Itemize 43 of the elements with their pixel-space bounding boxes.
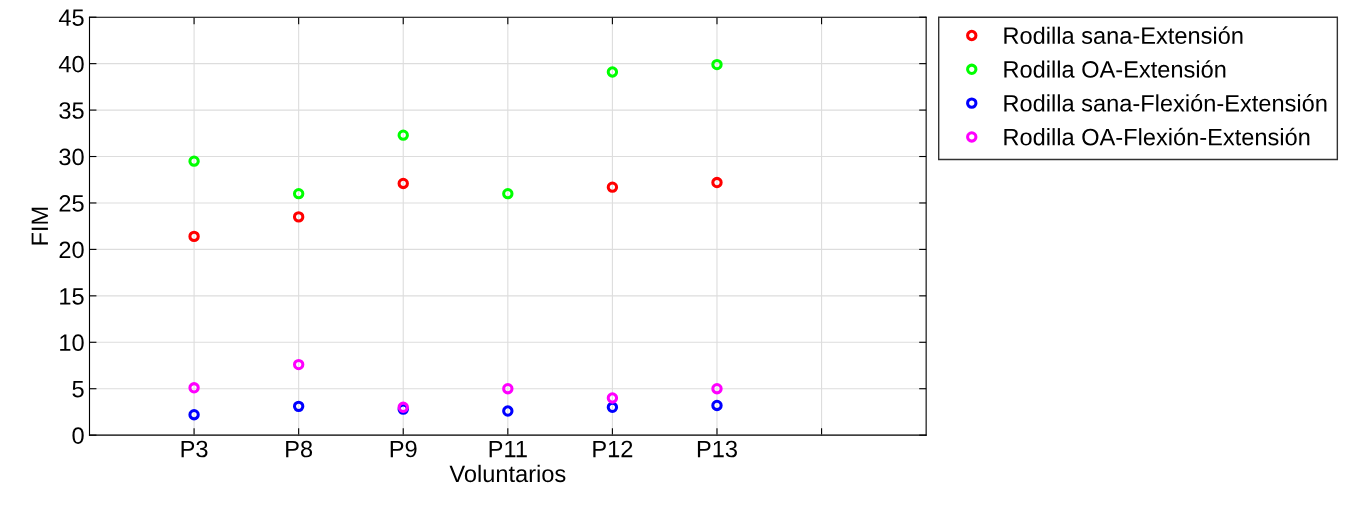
y-axis-title: FIM — [31, 207, 48, 245]
point — [292, 187, 305, 200]
point — [188, 230, 200, 243]
x-tick-label: P12 — [593, 440, 633, 458]
point — [502, 383, 514, 395]
point — [711, 176, 723, 189]
y-tick-label: 35 — [59, 102, 84, 119]
point — [606, 401, 619, 413]
y-tick-label: 10 — [60, 334, 84, 352]
legend-label: Rodilla sana-Flexión-Extensión — [1004, 94, 1327, 112]
point — [711, 383, 723, 395]
point — [188, 382, 200, 394]
legend-label: Rodilla sana-Extensión — [1004, 26, 1243, 44]
y-tick-label: 0 — [72, 427, 84, 444]
legend-label: Rodilla OA-Flexión-Extensión — [1004, 127, 1310, 146]
x-tick-label: P11 — [489, 440, 527, 458]
y-tick-label: 40 — [58, 55, 84, 73]
x-tick-label: P13 — [697, 440, 737, 458]
y-tick-label: 15 — [60, 288, 84, 305]
point — [711, 399, 723, 412]
x-tick-label: P9 — [390, 440, 417, 458]
point — [292, 211, 305, 223]
legend-label: Rodilla OA-Extensión — [1004, 60, 1226, 78]
point — [292, 358, 305, 371]
y-tick-label: 30 — [59, 148, 84, 166]
point — [502, 405, 514, 417]
y-tick-label: 25 — [59, 195, 84, 212]
point — [397, 129, 409, 141]
point — [502, 187, 514, 200]
point — [606, 66, 619, 78]
point — [711, 58, 723, 71]
y-tick-label: 45 — [58, 9, 84, 26]
point — [606, 181, 619, 193]
point — [292, 400, 305, 413]
x-tick-label: P3 — [181, 440, 208, 458]
point — [188, 409, 200, 421]
point — [397, 177, 409, 190]
point — [606, 392, 619, 404]
point — [188, 155, 200, 167]
x-axis-title: Voluntarios — [449, 464, 566, 483]
y-tick-label: 5 — [72, 381, 84, 398]
x-tick-label: P8 — [286, 440, 313, 458]
y-tick-label: 20 — [59, 241, 84, 259]
